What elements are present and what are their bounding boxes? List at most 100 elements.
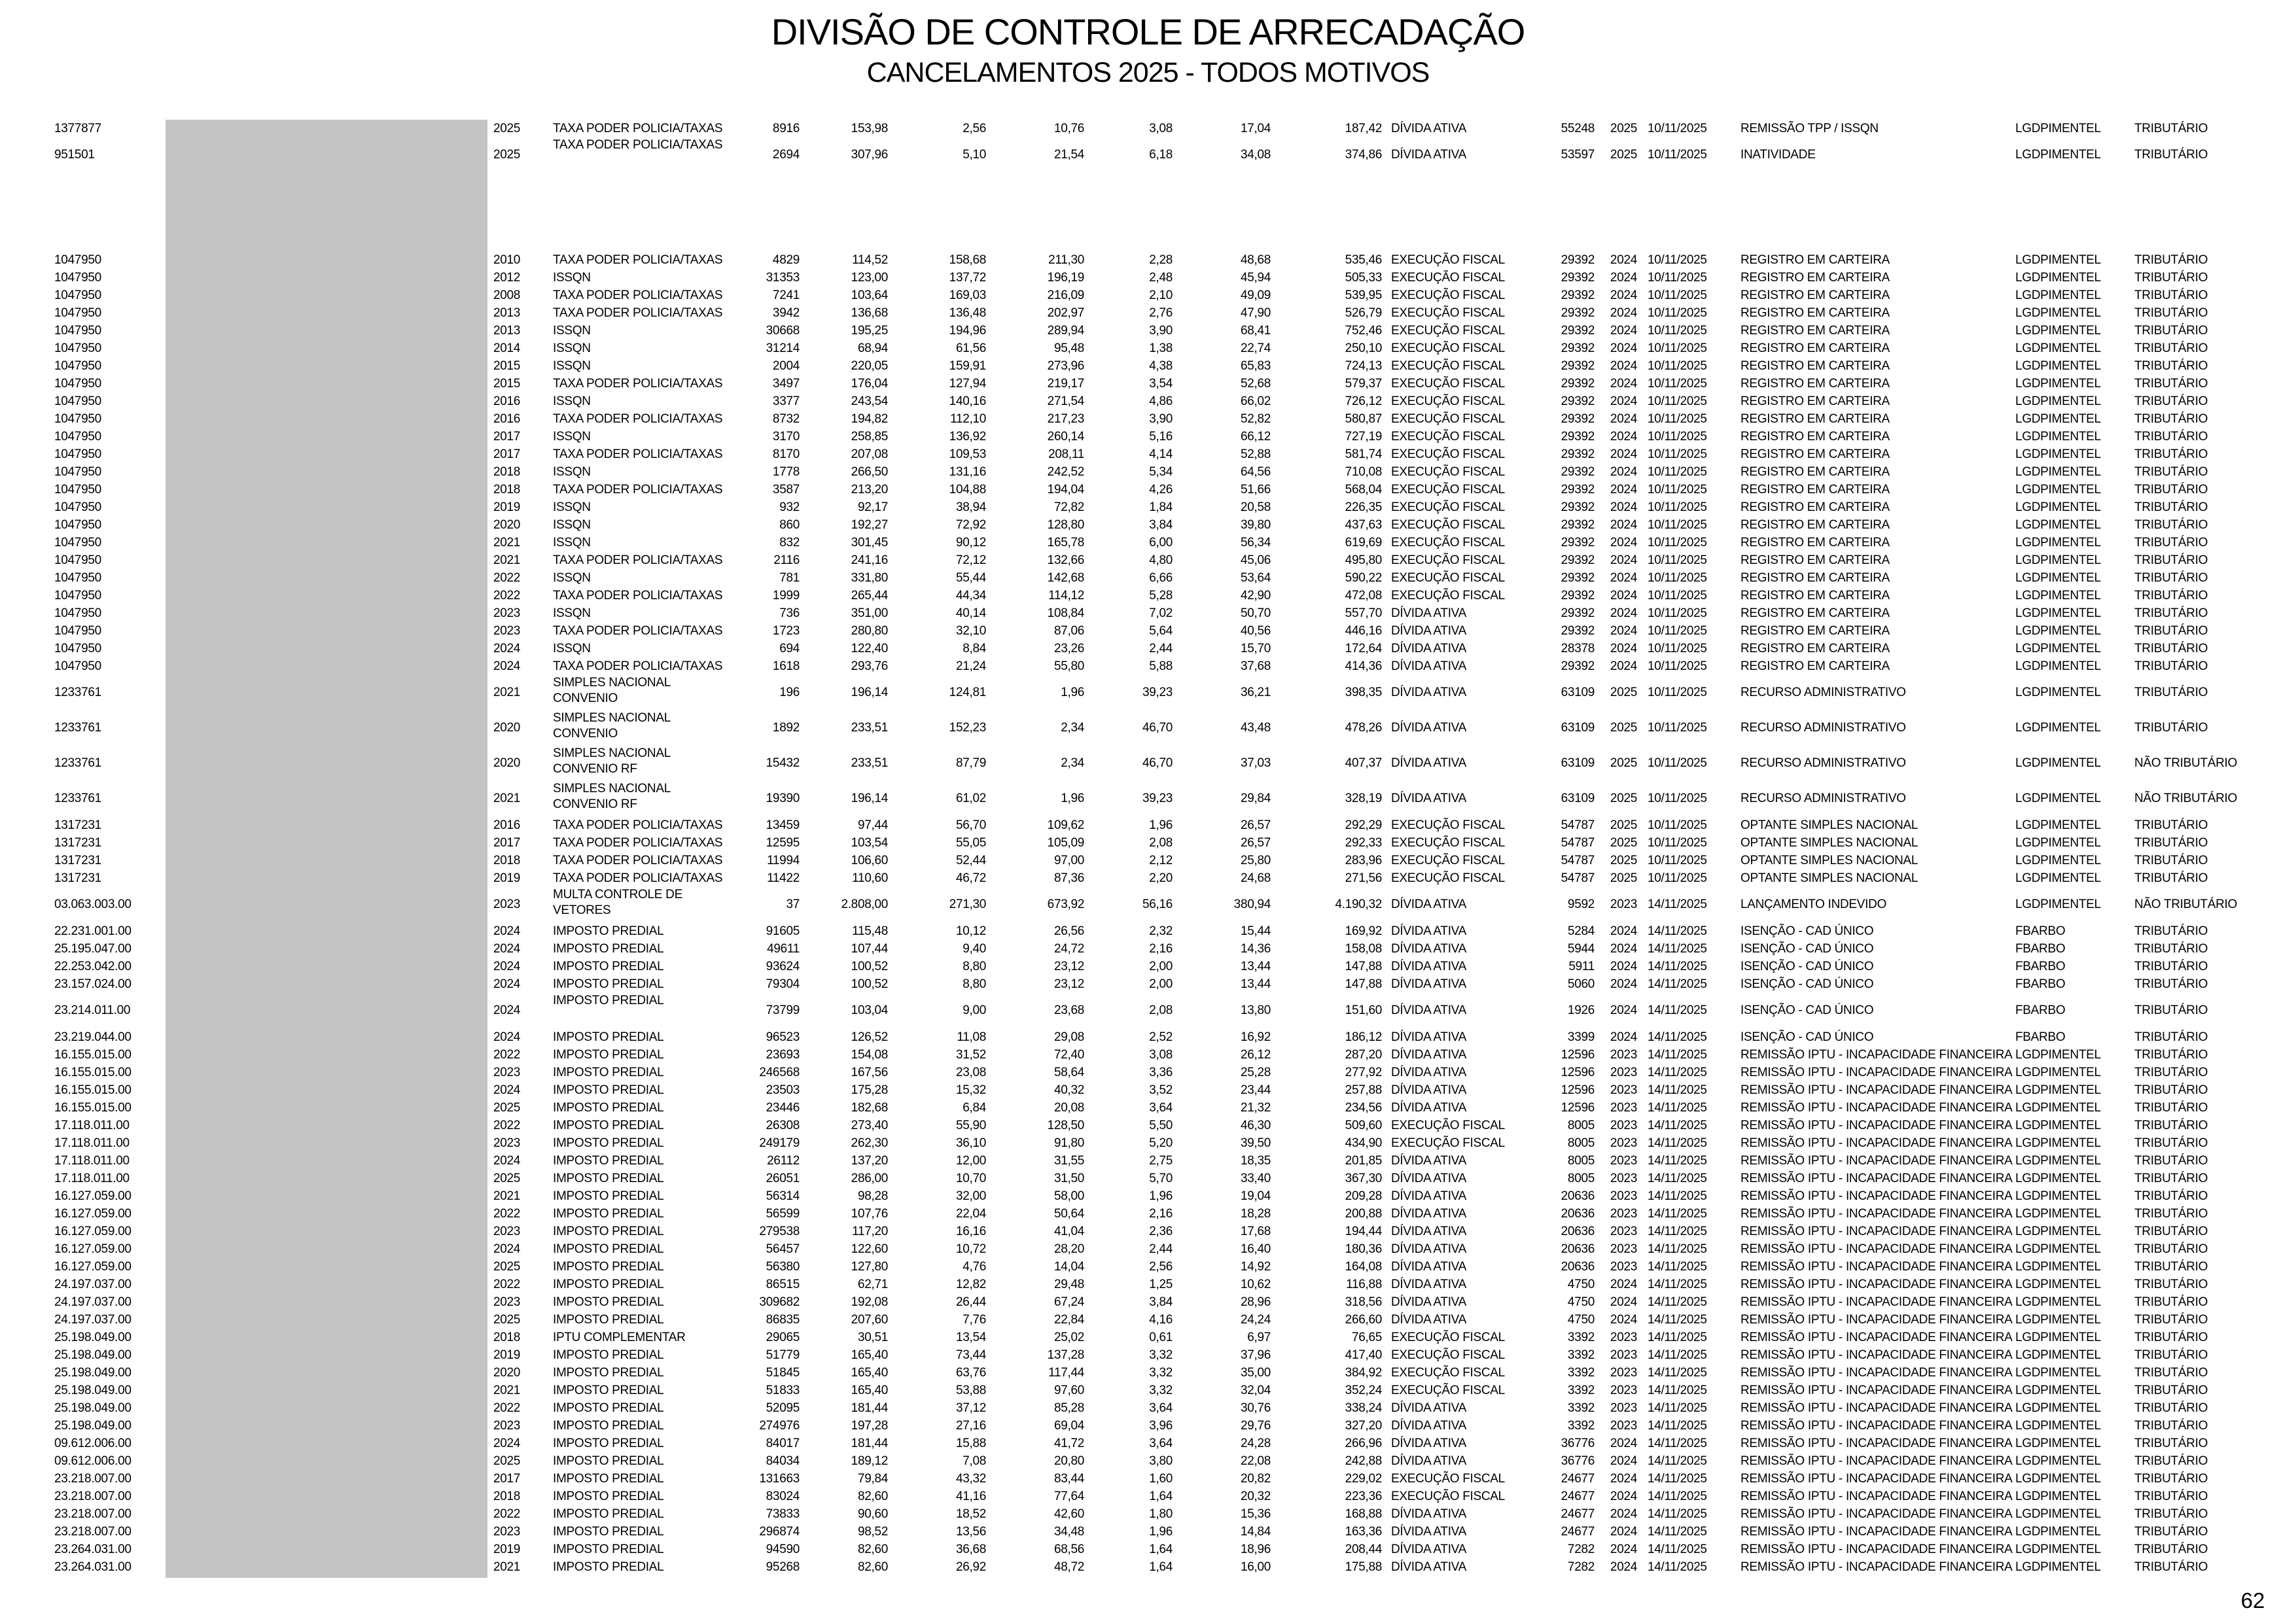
cell-user: LGDPIMENTEL [2015,1418,2101,1433]
cell-reason: REGISTRO EM CARTEIRA [1740,358,1890,373]
cell-v4: 114,12 [1048,588,1084,602]
cell-year: 2024 [493,1083,521,1097]
page-subtitle: CANCELAMENTOS 2025 - TODOS MOTIVOS [866,57,1430,88]
table-row: 16.127.059.00 2025 IMPOSTO PREDIAL 56380 127… [52,1258,2270,1276]
cell-reg_year: 2023 [1610,1383,1637,1397]
cell-user: LGDPIMENTEL [2015,121,2101,135]
cell-category: TRIBUTÁRIO [2134,606,2208,620]
cell-status: EXECUÇÃO FISCAL [1391,464,1505,479]
cell-reg_year: 2024 [1610,323,1637,338]
cell-v7: 271,56 [1345,871,1383,885]
cell-date: 14/11/2025 [1648,941,1707,956]
cell-v7: 407,37 [1345,756,1383,770]
cell-reg_year: 2024 [1610,623,1637,638]
cell-category: TRIBUTÁRIO [2134,570,2208,585]
cell-v2: 100,52 [851,977,889,991]
cell-num: 3392 [1567,1348,1595,1362]
cell-v4: 260,14 [1047,429,1085,444]
cell-id: 17.118.011.00 [54,1118,130,1132]
cell-v5: 3,32 [1149,1365,1173,1380]
cell-user: LGDPIMENTEL [2015,1542,2101,1556]
cell-year: 2025 [493,121,521,135]
table-row: 1047950 2022 TAXA PODER POLICIA/TAXAS 1999 2… [52,587,2270,604]
cell-v4: 85,28 [1053,1401,1084,1415]
table-row: 1047950 2024 TAXA PODER POLICIA/TAXAS 1618 2… [52,657,2270,675]
cell-reg_year: 2024 [1610,1436,1637,1450]
cell-status: EXECUÇÃO FISCAL [1391,1489,1505,1503]
cell-v6: 46,30 [1240,1118,1271,1132]
cell-id: 17.118.011.00 [54,1171,130,1185]
cell-desc: TAXA PODER POLICIA/TAXAS [553,138,723,152]
cell-date: 10/11/2025 [1648,394,1707,408]
cell-user: FBARBO [2015,1003,2066,1017]
cell-v2: 301,45 [851,535,889,550]
cell-reg_year: 2024 [1610,959,1637,973]
cell-status: DÍVIDA ATIVA [1391,792,1467,805]
cell-num: 54787 [1561,853,1595,867]
cell-desc: TAXA PODER POLICIA/TAXAS [553,447,723,461]
cell-id: 1047950 [54,588,101,602]
cell-v6: 34,08 [1240,148,1271,162]
cell-v4: 22,84 [1053,1312,1084,1327]
cell-v3: 52,44 [955,853,986,867]
cell-date: 14/11/2025 [1648,1277,1707,1291]
cell-num: 29392 [1561,323,1595,338]
cell-v7: 194,44 [1345,1224,1383,1238]
cell-date: 14/11/2025 [1648,1489,1707,1503]
cell-v5: 3,90 [1149,411,1173,426]
cell-num: 54787 [1561,818,1595,832]
cell-reg_year: 2023 [1610,1418,1637,1433]
cell-v3: 136,92 [949,429,987,444]
cell-v3: 21,24 [955,659,986,673]
cell-reason: ISENÇÃO - CAD ÚNICO [1740,924,1874,938]
table-row: 1047950 2013 ISSQN 30668 195,25 194,96 289,94 3… [52,322,2270,340]
cell-v4: 97,60 [1053,1383,1084,1397]
cell-v7: 201,85 [1345,1153,1383,1168]
cell-desc: TAXA PODER POLICIA/TAXAS [553,253,723,267]
cell-status: DÍVIDA ATIVA [1391,1224,1467,1238]
cell-v2: 137,20 [851,1153,889,1168]
cell-desc: IMPOSTO PREDIAL [553,1047,664,1062]
cell-num: 63109 [1561,792,1595,805]
cell-v3: 10,72 [955,1242,986,1256]
cell-status: DÍVIDA ATIVA [1391,1100,1467,1115]
cell-id: 09.612.006.00 [54,1436,132,1450]
cell-v5: 1,64 [1149,1489,1173,1503]
cell-date: 14/11/2025 [1648,1365,1707,1380]
table-row: 1233761 2021 SIMPLES NACIONAL CONVENIO RF 1… [52,781,2270,816]
table-row: 951501 2025 TAXA PODER POLICIA/TAXAS 2694 30… [52,137,2270,173]
cell-v1: 3170 [772,429,800,444]
cell-v7: 710,08 [1345,464,1383,479]
cell-category: TRIBUTÁRIO [2134,447,2208,461]
cell-year: 2022 [493,1206,521,1221]
cell-v7: 619,69 [1345,535,1383,550]
cell-v1: 93624 [766,959,800,973]
cell-date: 10/11/2025 [1648,305,1707,320]
cell-v6: 26,57 [1240,818,1271,832]
cell-num: 29392 [1561,394,1595,408]
cell-v4: 48,72 [1053,1560,1084,1574]
cell-user: FBARBO [2015,1030,2066,1044]
cell-num: 29392 [1561,535,1595,550]
cell-date: 10/11/2025 [1648,535,1707,550]
cell-year: 2024 [493,1436,521,1450]
cell-v3: 61,56 [955,341,986,355]
cell-reg_year: 2024 [1610,464,1637,479]
cell-year: 2021 [493,1560,521,1574]
cell-v3: 27,16 [955,1418,986,1433]
cell-year: 2017 [493,447,521,461]
table-row: 24.197.037.00 2022 IMPOSTO PREDIAL 86515 62,… [52,1276,2270,1293]
cell-reason: REGISTRO EM CARTEIRA [1740,517,1890,532]
cell-desc: ISSQN [553,535,591,550]
cell-desc: TAXA PODER POLICIA/TAXAS [553,871,723,885]
cell-v7: 208,44 [1345,1542,1383,1556]
cell-num: 3392 [1567,1383,1595,1397]
cell-v7: 200,88 [1345,1206,1383,1221]
cell-num: 29392 [1561,358,1595,373]
table-row: 23.218.007.00 2023 IMPOSTO PREDIAL 296874 98… [52,1523,2270,1541]
cell-num: 29392 [1561,623,1595,638]
cell-category: TRIBUTÁRIO [2134,1330,2208,1344]
cell-v1: 4829 [772,253,800,267]
cell-id: 1377877 [54,121,101,135]
cell-v5: 4,16 [1149,1312,1173,1327]
